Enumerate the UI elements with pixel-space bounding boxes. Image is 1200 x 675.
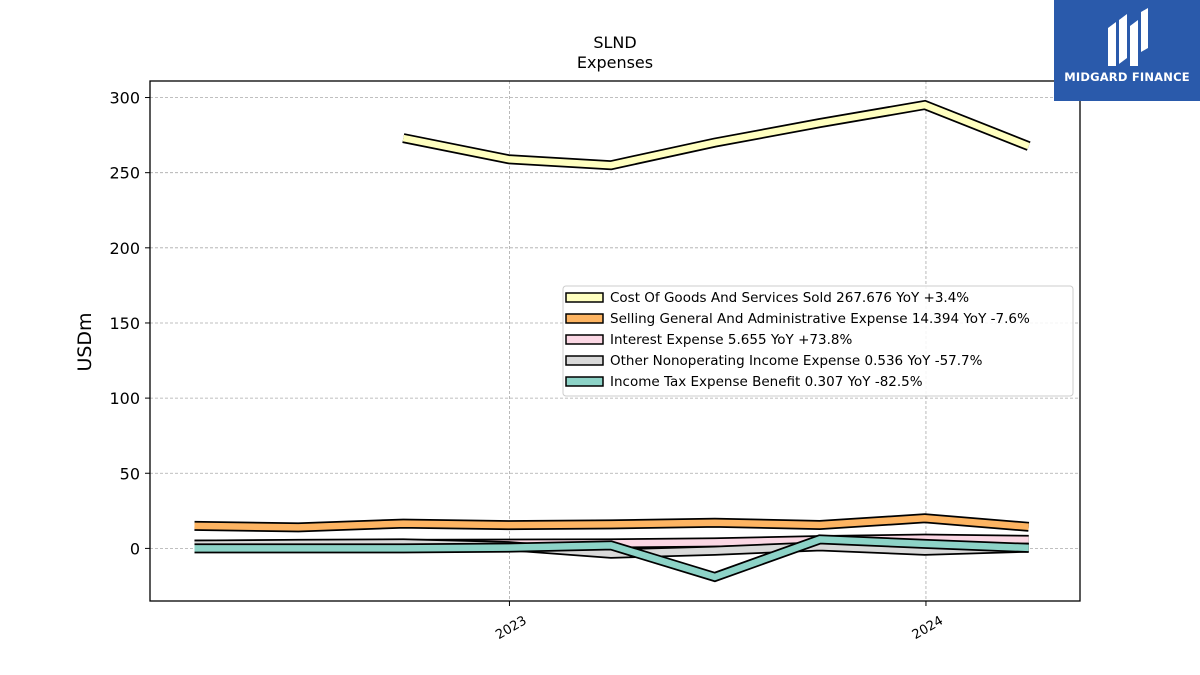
series-line-fill: [194, 536, 1029, 581]
brand-name: MIDGARD FINANCE: [1064, 70, 1190, 84]
legend-entry: Interest Expense 5.655 YoY +73.8%: [610, 332, 852, 348]
y-tick-label: 0: [130, 539, 140, 558]
series-line: [402, 99, 1031, 171]
x-tick-label: 2023: [493, 613, 529, 643]
series-lines: [194, 99, 1031, 583]
x-tick-label: 2024: [910, 613, 946, 643]
legend-box: [562, 285, 1074, 397]
legend-swatch: [565, 313, 604, 324]
y-axis-label: USDm: [74, 312, 96, 371]
grid: [150, 81, 1080, 601]
y-tick-label: 200: [109, 239, 140, 258]
series-line-fill: [402, 101, 1030, 169]
y-tick-label: 50: [120, 464, 140, 483]
legend-swatch: [565, 376, 604, 387]
y-tick-label: 250: [109, 164, 140, 183]
legend-swatch: [565, 292, 604, 303]
brand-logo: MIDGARD FINANCE: [1054, 0, 1200, 101]
y-tick-label: 150: [109, 314, 140, 333]
legend-entry: Other Nonoperating Income Expense 0.536 …: [610, 353, 983, 369]
legend-entry: Income Tax Expense Benefit 0.307 YoY -82…: [610, 374, 923, 390]
chart-subtitle: Expenses: [577, 53, 653, 72]
legend: Cost Of Goods And Services Sold 267.676 …: [562, 285, 1074, 397]
y-tick-label: 300: [109, 89, 140, 108]
brand-logo-icon: [1108, 8, 1148, 66]
y-tick-label: 100: [109, 389, 140, 408]
series-line: [194, 513, 1030, 533]
series-line-fill: [194, 515, 1029, 531]
series-line: [194, 534, 1029, 583]
legend-swatch: [565, 334, 604, 345]
legend-entry: Selling General And Administrative Expen…: [610, 311, 1030, 327]
legend-swatch: [565, 355, 604, 366]
plot-area-frame: [149, 80, 1081, 602]
chart-title: SLND: [593, 33, 636, 52]
legend-entry: Cost Of Goods And Services Sold 267.676 …: [610, 290, 969, 306]
